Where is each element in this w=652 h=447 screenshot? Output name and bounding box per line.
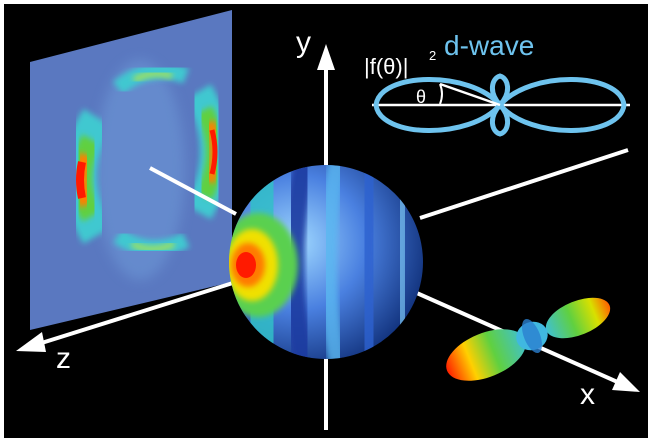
back-axis-line — [419, 148, 629, 220]
screen-bottom-arc — [113, 229, 190, 257]
theta-label: θ — [416, 87, 426, 107]
z-axis-line — [31, 280, 237, 348]
x-axis-arrowhead — [612, 372, 640, 392]
inset-angle-ray — [439, 82, 501, 107]
inset-top-lobe — [490, 73, 510, 109]
y-axis-arrowhead — [317, 44, 335, 70]
dumbbell-lobe — [446, 297, 611, 381]
inset-right-lobe — [496, 77, 627, 133]
d-wave-label: d-wave — [444, 30, 534, 61]
x-axis-label: x — [580, 378, 595, 411]
inset-left-lobe — [373, 77, 504, 133]
dumbbell-left-lobe — [446, 329, 526, 381]
y-axis-label: y — [296, 26, 311, 59]
dumbbell-right-lobe — [545, 297, 611, 339]
z-axis-label: z — [56, 342, 71, 375]
intensity-exponent: 2 — [429, 48, 436, 63]
d-wave-polar-plot: |f(θ)| 2 d-wave θ — [364, 30, 630, 137]
projection-screen — [30, 10, 232, 330]
screen-left-arc — [63, 108, 113, 244]
screen-top-arc — [112, 63, 189, 95]
screen-inner-glow — [95, 60, 185, 280]
inset-bottom-lobe — [490, 101, 510, 137]
screen-axis-line — [149, 166, 237, 216]
inset-angle-arc — [439, 83, 443, 105]
sphere-wavefunction — [229, 165, 423, 359]
intensity-label: |f(θ)| — [364, 54, 408, 79]
z-axis-arrowhead — [16, 332, 46, 352]
